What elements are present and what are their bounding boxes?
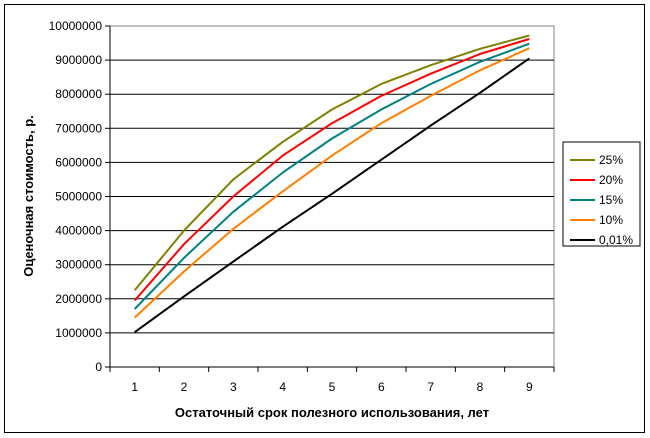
y-axis-title: Оценочная стоимость, р. (21, 115, 36, 277)
chart-frame: 0 1000000 2000000 3000000 4000000 5000000 6000… (4, 4, 645, 433)
x-tick-label: 3 (230, 380, 237, 394)
y-tick-label: 1000000 (55, 326, 102, 340)
x-tick-label: 9 (526, 380, 533, 394)
legend-label: 0,01% (599, 233, 633, 247)
y-tick-label: 5000000 (55, 190, 102, 204)
y-tick-label: 10000000 (49, 19, 103, 33)
legend-label: 10% (599, 213, 623, 227)
x-tick-label: 7 (427, 380, 434, 394)
x-tick-label: 2 (181, 380, 188, 394)
x-axis-title: Остаточный срок полезного использования,… (175, 405, 489, 420)
series-line-20 (133, 38, 530, 302)
series-lines (133, 34, 530, 334)
y-tick-label: 2000000 (55, 292, 102, 306)
x-axis: 1 2 3 4 5 6 7 8 9 (109, 366, 555, 394)
x-tick-label: 5 (329, 380, 336, 394)
line-chart: 0 1000000 2000000 3000000 4000000 5000000 6000… (21, 19, 641, 420)
y-tick-label: 0 (95, 360, 102, 374)
y-tick-label: 8000000 (55, 87, 102, 101)
y-tick-label: 3000000 (55, 258, 102, 272)
x-tick-label: 1 (131, 380, 138, 394)
legend-label: 25% (599, 153, 623, 167)
legend-label: 15% (599, 193, 623, 207)
series-line-25 (133, 34, 530, 291)
x-tick-label: 4 (279, 380, 286, 394)
x-tick-label: 6 (378, 380, 385, 394)
y-tick-label: 6000000 (55, 155, 102, 169)
series-line-10 (134, 47, 530, 319)
y-tick-label: 4000000 (55, 224, 102, 238)
legend-box (562, 141, 641, 247)
series-line-001 (134, 57, 530, 334)
x-tick-label: 8 (477, 380, 484, 394)
legend-label: 20% (599, 173, 623, 187)
y-tick-label: 7000000 (55, 121, 102, 135)
grid-lines (110, 59, 554, 334)
y-tick-label: 9000000 (55, 53, 102, 67)
series-line-15 (133, 42, 530, 310)
y-axis: 0 1000000 2000000 3000000 4000000 5000000 6000… (49, 19, 111, 374)
legend: 25% 20% 15% 10% 0,01% (562, 141, 641, 247)
